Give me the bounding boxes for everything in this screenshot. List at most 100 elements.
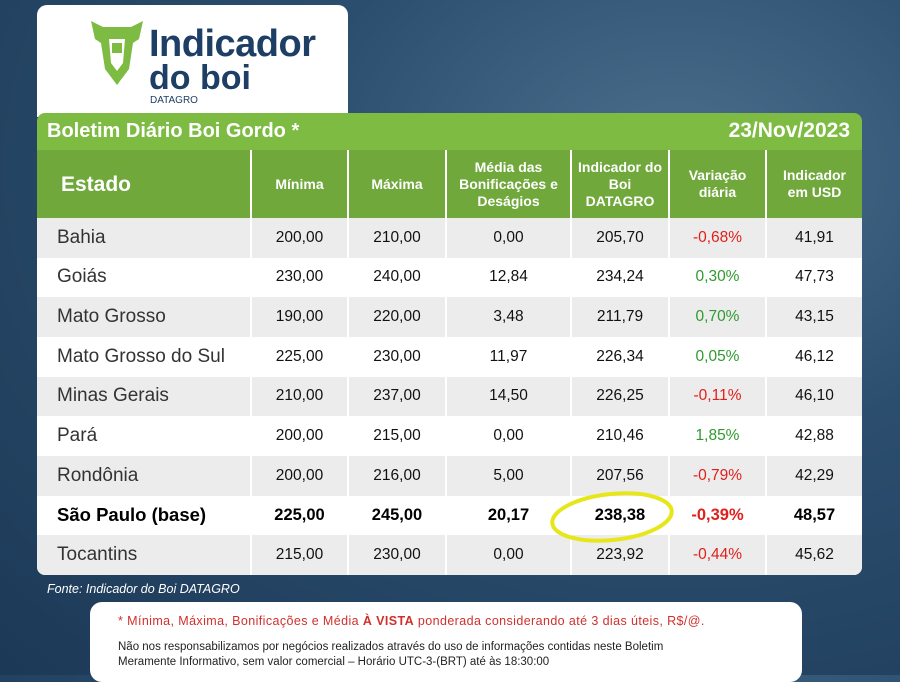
column-header: Estado xyxy=(61,172,132,196)
column-header: Máxima xyxy=(347,150,445,218)
table-cell: 220,00 xyxy=(347,297,445,337)
note-box: * Mínima, Máxima, Bonificações e Média À… xyxy=(90,602,802,682)
table-cell: 46,10 xyxy=(765,376,862,417)
title-bar: Boletim Diário Boi Gordo * 23/Nov/2023 xyxy=(37,113,862,150)
source: Fonte: Indicador do Boi DATAGRO xyxy=(47,582,240,596)
title: Boletim Diário Boi Gordo * xyxy=(47,120,300,142)
table-cell: 226,25 xyxy=(570,376,668,417)
table-row: Pará 200,00 215,00 0,00 210,46 1,85% 42,88 xyxy=(37,416,862,456)
table-row: Goiás 230,00 240,00 12,84 234,24 0,30% 47,73 xyxy=(37,257,862,298)
disclaimer-line: Não nos responsabilizamos por negócios r… xyxy=(118,641,664,653)
table-cell: 234,24 xyxy=(570,257,668,298)
table-cell: 0,00 xyxy=(445,218,570,258)
table-row: Bahia 200,00 210,00 0,00 205,70 -0,68% 41,91 xyxy=(37,218,862,258)
table-cell: 190,00 xyxy=(250,297,347,337)
table-cell: 0,05% xyxy=(668,337,765,377)
table-cell: 215,00 xyxy=(347,416,445,456)
table-cell: 200,00 xyxy=(250,456,347,496)
table-cell: 238,38 xyxy=(570,495,668,536)
table-cell: 42,29 xyxy=(765,456,862,496)
table-row: São Paulo (base) 225,00 245,00 20,17 238,38-… xyxy=(37,495,862,536)
table-cell: 225,00 xyxy=(250,495,347,536)
table-cell: 240,00 xyxy=(347,257,445,298)
table-cell: 230,00 xyxy=(250,257,347,298)
table-body: Bahia 200,00 210,00 0,00 205,70 -0,68% 41,91 Go… xyxy=(37,218,862,575)
table-cell: 237,00 xyxy=(347,376,445,417)
logo-icon xyxy=(91,21,143,85)
table-cell: 41,91 xyxy=(765,218,862,258)
table-cell: 210,46 xyxy=(570,416,668,456)
table-cell: 45,62 xyxy=(765,535,862,575)
table-cell: -0,79% xyxy=(668,456,765,496)
table-cell: 0,00 xyxy=(445,535,570,575)
logo-card: Indicador do boi DATAGRO xyxy=(37,5,348,117)
table-cell: 225,00 xyxy=(250,337,347,377)
footnote-text: ponderada considerando até 3 dias úteis,… xyxy=(414,614,705,628)
table-row: Rondônia 200,00 216,00 5,00 207,56 -0,79% 42,2… xyxy=(37,456,862,496)
table-cell: -0,44% xyxy=(668,535,765,575)
state-name: Mato Grosso xyxy=(57,306,166,328)
table-cell: -0,39% xyxy=(668,495,765,536)
table-cell: 216,00 xyxy=(347,456,445,496)
table-cell: 11,97 xyxy=(445,337,570,377)
table-cell: 207,56 xyxy=(570,456,668,496)
logo-brand: DATAGRO xyxy=(150,95,198,106)
column-header: Média das Bonificações e Deságios xyxy=(445,150,570,218)
state-name: Pará xyxy=(57,425,98,447)
column-header: Indicador do Boi DATAGRO xyxy=(570,150,668,218)
state-name: São Paulo (base) xyxy=(57,504,207,526)
state-name: Rondônia xyxy=(57,464,139,486)
table-cell: 230,00 xyxy=(347,535,445,575)
state-name: Tocantins xyxy=(57,544,138,566)
table-cell: 12,84 xyxy=(445,257,570,298)
table-row: Minas Gerais 210,00 237,00 14,50 226,25 -0,11… xyxy=(37,376,862,417)
date: 23/Nov/2023 xyxy=(728,119,850,142)
footnote-emphasis: À VISTA xyxy=(362,614,415,628)
table-cell: 230,00 xyxy=(347,337,445,377)
table-cell: 0,00 xyxy=(445,416,570,456)
table-cell: 0,70% xyxy=(668,297,765,337)
column-header: Mínima xyxy=(250,150,347,218)
table-cell: 43,15 xyxy=(765,297,862,337)
table-cell: 200,00 xyxy=(250,416,347,456)
column-header: Variação diária xyxy=(668,150,765,218)
table-cell: -0,11% xyxy=(668,376,765,417)
footnote-text: * Mínima, Máxima, Bonificações e Média xyxy=(118,614,363,628)
table-cell: 42,88 xyxy=(765,416,862,456)
logo-text: do boi xyxy=(149,59,251,97)
table-header: Estado Mínima Máxima Média das Bonificações… xyxy=(37,150,862,218)
table-cell: 210,00 xyxy=(250,376,347,417)
state-name: Goiás xyxy=(57,266,107,288)
table-cell: 48,57 xyxy=(765,495,862,536)
table-cell: 0,30% xyxy=(668,257,765,298)
table-cell: 47,73 xyxy=(765,257,862,298)
state-name: Mato Grosso do Sul xyxy=(57,345,225,367)
table-cell: 245,00 xyxy=(347,495,445,536)
disclaimer-line: Meramente Informativo, sem valor comerci… xyxy=(118,656,550,668)
table-cell: 205,70 xyxy=(570,218,668,258)
table-cell: 226,34 xyxy=(570,337,668,377)
table-row: Mato Grosso 190,00 220,00 3,48 211,79 0,70% 43… xyxy=(37,297,862,337)
table-cell: 200,00 xyxy=(250,218,347,258)
table-row: Tocantins 215,00 230,00 0,00 223,92 -0,44% 45,… xyxy=(37,535,862,575)
table-cell: 223,92 xyxy=(570,535,668,575)
table-cell: -0,68% xyxy=(668,218,765,258)
highlight-circle xyxy=(550,491,674,543)
disclaimer: Não nos responsabilizamos por negócios r… xyxy=(118,640,663,670)
logo-text: Indicador xyxy=(149,23,316,65)
table-cell: 20,17 xyxy=(445,495,570,536)
table-cell: 5,00 xyxy=(445,456,570,496)
table-cell: 211,79 xyxy=(570,297,668,337)
table-cell: 210,00 xyxy=(347,218,445,258)
table-cell: 1,85% xyxy=(668,416,765,456)
table-cell: 46,12 xyxy=(765,337,862,377)
state-name: Minas Gerais xyxy=(57,385,169,407)
footnote: * Mínima, Máxima, Bonificações e Média À… xyxy=(118,614,705,628)
state-name: Bahia xyxy=(57,226,106,248)
table-row: Mato Grosso do Sul 225,00 230,00 11,97 226,3… xyxy=(37,337,862,377)
column-header: Indicador em USD xyxy=(765,150,862,218)
table-cell: 14,50 xyxy=(445,376,570,417)
table-cell: 3,48 xyxy=(445,297,570,337)
table-cell: 215,00 xyxy=(250,535,347,575)
